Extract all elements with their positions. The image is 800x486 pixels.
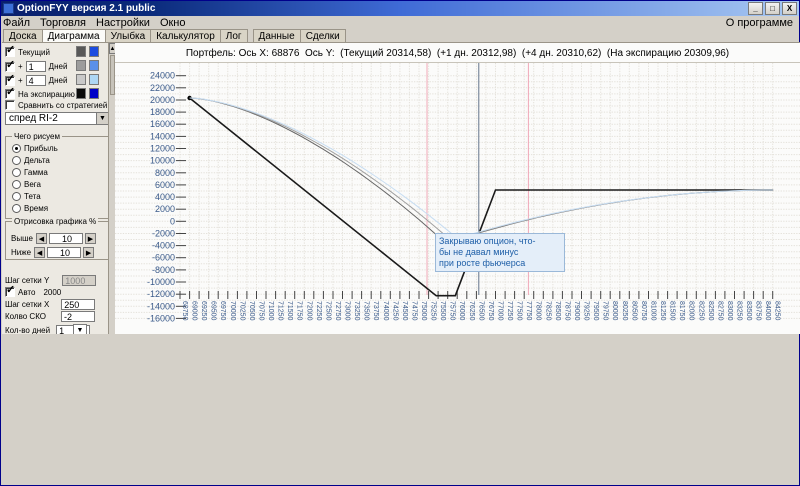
svg-text:82250: 82250 bbox=[697, 301, 704, 321]
svg-text:83750: 83750 bbox=[755, 301, 762, 321]
svg-text:72000: 72000 bbox=[305, 301, 312, 321]
svg-text:72750: 72750 bbox=[334, 301, 341, 321]
svg-text:73500: 73500 bbox=[363, 301, 370, 321]
svg-text:69500: 69500 bbox=[210, 301, 217, 321]
svg-text:6000: 6000 bbox=[155, 180, 175, 190]
svg-text:0: 0 bbox=[170, 216, 175, 226]
svg-text:69750: 69750 bbox=[219, 301, 226, 321]
svg-text:77250: 77250 bbox=[506, 301, 513, 321]
svg-text:68750: 68750 bbox=[181, 301, 188, 321]
svg-text:80250: 80250 bbox=[621, 301, 628, 321]
svg-text:-16000: -16000 bbox=[147, 313, 175, 323]
svg-text:16000: 16000 bbox=[150, 119, 175, 129]
svg-text:73000: 73000 bbox=[344, 301, 351, 321]
svg-text:2000: 2000 bbox=[155, 204, 175, 214]
svg-text:10000: 10000 bbox=[150, 156, 175, 166]
svg-text:-8000: -8000 bbox=[152, 265, 175, 275]
svg-text:79750: 79750 bbox=[602, 301, 609, 321]
svg-text:69000: 69000 bbox=[191, 301, 198, 321]
svg-text:74500: 74500 bbox=[401, 301, 408, 321]
svg-text:77500: 77500 bbox=[516, 301, 523, 321]
svg-text:79000: 79000 bbox=[573, 301, 580, 321]
svg-text:70250: 70250 bbox=[238, 301, 245, 321]
svg-text:77750: 77750 bbox=[525, 301, 532, 321]
svg-text:81750: 81750 bbox=[678, 301, 685, 321]
svg-text:81000: 81000 bbox=[650, 301, 657, 321]
svg-text:20000: 20000 bbox=[150, 95, 175, 105]
svg-text:83500: 83500 bbox=[745, 301, 752, 321]
svg-text:71750: 71750 bbox=[296, 301, 303, 321]
svg-text:8000: 8000 bbox=[155, 168, 175, 178]
svg-text:71250: 71250 bbox=[277, 301, 284, 321]
svg-text:12000: 12000 bbox=[150, 144, 175, 154]
svg-text:73250: 73250 bbox=[353, 301, 360, 321]
svg-text:80500: 80500 bbox=[630, 301, 637, 321]
svg-text:81500: 81500 bbox=[669, 301, 676, 321]
svg-text:79500: 79500 bbox=[592, 301, 599, 321]
svg-text:78500: 78500 bbox=[554, 301, 561, 321]
svg-text:76500: 76500 bbox=[477, 301, 484, 321]
svg-text:84000: 84000 bbox=[764, 301, 771, 321]
svg-text:77000: 77000 bbox=[497, 301, 504, 321]
svg-text:-4000: -4000 bbox=[152, 241, 175, 251]
svg-text:79250: 79250 bbox=[583, 301, 590, 321]
svg-text:4000: 4000 bbox=[155, 192, 175, 202]
svg-text:-2000: -2000 bbox=[152, 229, 175, 239]
svg-text:14000: 14000 bbox=[150, 131, 175, 141]
svg-text:-10000: -10000 bbox=[147, 277, 175, 287]
svg-text:75500: 75500 bbox=[439, 301, 446, 321]
svg-text:75250: 75250 bbox=[430, 301, 437, 321]
svg-text:-14000: -14000 bbox=[147, 301, 175, 311]
svg-text:-12000: -12000 bbox=[147, 289, 175, 299]
svg-text:82750: 82750 bbox=[716, 301, 723, 321]
svg-text:81250: 81250 bbox=[659, 301, 666, 321]
svg-text:71000: 71000 bbox=[267, 301, 274, 321]
svg-text:75750: 75750 bbox=[449, 301, 456, 321]
svg-text:74750: 74750 bbox=[410, 301, 417, 321]
svg-text:18000: 18000 bbox=[150, 107, 175, 117]
svg-text:72500: 72500 bbox=[324, 301, 331, 321]
svg-text:80750: 80750 bbox=[640, 301, 647, 321]
svg-text:84250: 84250 bbox=[774, 301, 781, 321]
svg-text:24000: 24000 bbox=[150, 71, 175, 81]
svg-text:82500: 82500 bbox=[707, 301, 714, 321]
svg-text:76250: 76250 bbox=[468, 301, 475, 321]
svg-text:72250: 72250 bbox=[315, 301, 322, 321]
svg-text:69250: 69250 bbox=[200, 301, 207, 321]
svg-text:70750: 70750 bbox=[258, 301, 265, 321]
svg-text:71500: 71500 bbox=[286, 301, 293, 321]
svg-text:78750: 78750 bbox=[563, 301, 570, 321]
svg-text:73750: 73750 bbox=[372, 301, 379, 321]
svg-text:74250: 74250 bbox=[391, 301, 398, 321]
svg-text:70000: 70000 bbox=[229, 301, 236, 321]
svg-text:82000: 82000 bbox=[688, 301, 695, 321]
svg-text:75000: 75000 bbox=[420, 301, 427, 321]
svg-text:80000: 80000 bbox=[611, 301, 618, 321]
svg-text:78000: 78000 bbox=[535, 301, 542, 321]
svg-text:-6000: -6000 bbox=[152, 253, 175, 263]
svg-text:22000: 22000 bbox=[150, 83, 175, 93]
svg-text:76750: 76750 bbox=[487, 301, 494, 321]
svg-text:83250: 83250 bbox=[736, 301, 743, 321]
svg-text:74000: 74000 bbox=[382, 301, 389, 321]
svg-text:76000: 76000 bbox=[458, 301, 465, 321]
svg-text:70500: 70500 bbox=[248, 301, 255, 321]
svg-text:78250: 78250 bbox=[544, 301, 551, 321]
svg-text:83000: 83000 bbox=[726, 301, 733, 321]
